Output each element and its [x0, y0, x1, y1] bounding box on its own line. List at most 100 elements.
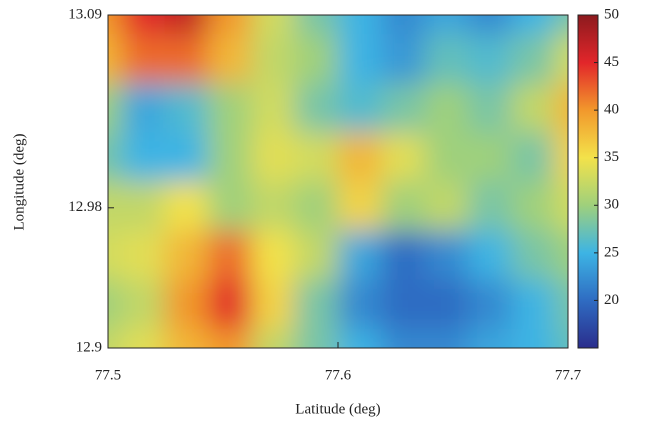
heat-cell — [554, 181, 568, 232]
heat-cell — [468, 328, 513, 348]
heat-cell — [164, 83, 209, 134]
colorbar-tick-label: 40 — [604, 102, 619, 118]
heat-cell — [511, 328, 556, 348]
heat-cell — [164, 279, 209, 330]
heat-cell — [208, 83, 253, 134]
heat-cell — [338, 328, 383, 348]
heat-cell — [424, 34, 469, 85]
x-tick-label: 77.6 — [325, 367, 352, 383]
heat-cell — [251, 132, 296, 183]
heat-cell — [468, 279, 513, 330]
heat-cell — [208, 279, 253, 330]
heat-cell — [108, 279, 123, 330]
x-tick-label: 77.5 — [95, 367, 121, 383]
heat-cell — [294, 15, 339, 36]
y-tick-label: 12.98 — [68, 199, 102, 215]
y-axis-label: Longitude (deg) — [11, 133, 27, 230]
heat-cell — [381, 15, 426, 36]
heat-cell — [121, 15, 166, 36]
heat-cell — [121, 328, 166, 348]
heat-cell — [338, 279, 383, 330]
heat-cell — [164, 181, 209, 232]
colorbar — [577, 14, 599, 349]
heat-cell — [121, 34, 166, 85]
heat-cell — [294, 83, 339, 134]
heat-cell — [424, 328, 469, 348]
heat-cell — [164, 230, 209, 281]
heat-cell — [338, 181, 383, 232]
heat-cell — [381, 132, 426, 183]
heat-cell — [208, 328, 253, 348]
heat-cell — [468, 132, 513, 183]
heat-cell — [108, 132, 123, 183]
heat-cell — [338, 34, 383, 85]
heat-cell — [251, 328, 296, 348]
heat-cell — [381, 230, 426, 281]
colorbar-tick-label: 35 — [604, 149, 619, 165]
heat-cell — [511, 279, 556, 330]
heat-cell — [164, 15, 209, 36]
heat-cell — [511, 181, 556, 232]
heat-cell — [468, 230, 513, 281]
heat-cell — [251, 83, 296, 134]
heat-cell — [121, 230, 166, 281]
heat-cell — [554, 230, 568, 281]
colorbar-tick-label: 20 — [604, 292, 619, 308]
heat-cell — [381, 34, 426, 85]
heat-cell — [381, 83, 426, 134]
heat-cell — [554, 132, 568, 183]
heat-cell — [424, 230, 469, 281]
heat-cell — [511, 34, 556, 85]
heat-cell — [121, 83, 166, 134]
heat-cell — [208, 181, 253, 232]
x-axis-label: Latitude (deg) — [295, 401, 380, 417]
heatmap — [108, 15, 568, 348]
heat-cell — [208, 34, 253, 85]
heat-cell — [511, 83, 556, 134]
heat-cell — [468, 181, 513, 232]
heat-cell — [554, 83, 568, 134]
heat-cell — [381, 328, 426, 348]
heat-cell — [511, 230, 556, 281]
heat-cell — [251, 15, 296, 36]
heat-cell — [251, 34, 296, 85]
heat-cell — [424, 83, 469, 134]
heat-cell — [554, 15, 568, 36]
heat-cell — [251, 181, 296, 232]
colorbar-tick-label: 25 — [604, 244, 619, 260]
heat-cell — [554, 328, 568, 348]
heat-cell — [208, 15, 253, 36]
heat-cell — [108, 328, 123, 348]
heat-cell — [251, 279, 296, 330]
heat-cell — [424, 132, 469, 183]
heat-cell — [424, 181, 469, 232]
heat-cell — [294, 328, 339, 348]
heat-cell — [381, 279, 426, 330]
heat-cell — [338, 15, 383, 36]
heat-cell — [294, 34, 339, 85]
colorbar-tick-label: 50 — [604, 6, 619, 22]
heat-cell — [424, 279, 469, 330]
heat-cell — [511, 132, 556, 183]
heat-cell — [381, 181, 426, 232]
y-tick-label: 13.09 — [68, 6, 102, 22]
heat-cell — [164, 132, 209, 183]
heat-cell — [468, 83, 513, 134]
heat-cell — [338, 132, 383, 183]
heat-cell — [208, 132, 253, 183]
heat-cell — [338, 83, 383, 134]
heat-cell — [108, 15, 123, 36]
heat-cell — [251, 230, 296, 281]
x-tick-label: 77.7 — [555, 367, 582, 383]
heat-cell — [511, 15, 556, 36]
heat-cell — [294, 230, 339, 281]
heat-cell — [294, 279, 339, 330]
heat-cell — [121, 181, 166, 232]
heat-cell — [164, 34, 209, 85]
heat-cell — [121, 279, 166, 330]
heat-cell — [108, 34, 123, 85]
heat-cell — [468, 15, 513, 36]
heat-cell — [121, 132, 166, 183]
colorbar-tick-label: 30 — [604, 197, 619, 213]
heat-cell — [554, 279, 568, 330]
